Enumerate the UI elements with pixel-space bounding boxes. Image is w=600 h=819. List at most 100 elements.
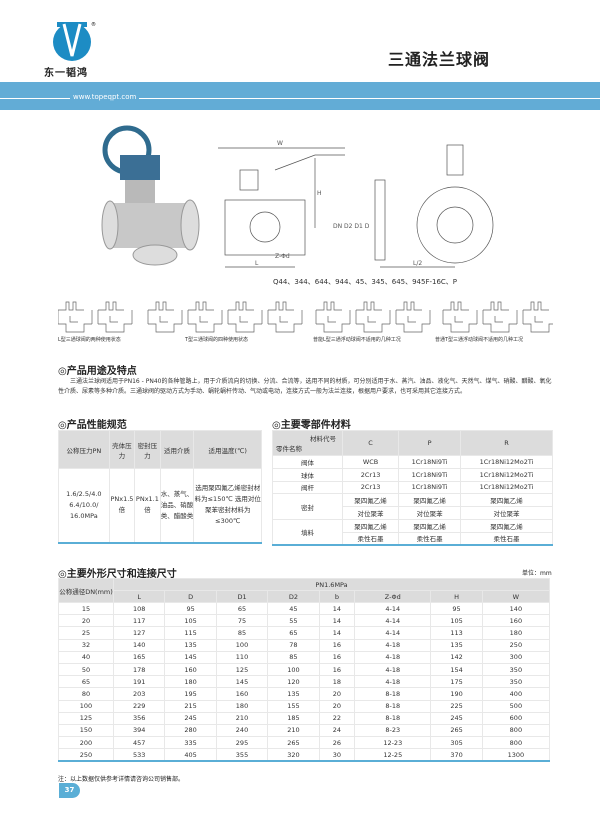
dimension-cell: 100 <box>267 662 320 677</box>
corner-bottom: 零件名称 <box>276 445 302 453</box>
svg-text:W: W <box>277 140 283 147</box>
valve-state-diagram <box>395 301 431 333</box>
dimension-cell: 12-23 <box>354 736 432 750</box>
dimension-cell: 1300 <box>481 748 551 762</box>
material-cell: 对位聚苯 <box>460 506 553 520</box>
valve-state-diagram <box>355 301 391 333</box>
dimension-cell: 14 <box>318 614 356 628</box>
footnote: 注：以上数据仅供参考详情请咨询公司销售部。 <box>58 776 185 783</box>
dimension-cell: 400 <box>481 687 551 701</box>
dimension-cell: 85 <box>267 650 320 664</box>
dimension-header: W <box>481 590 551 603</box>
table-row: 150 394 280 240 210 24 8-23 265 800 <box>58 723 551 738</box>
dimension-cell: 26 <box>318 736 356 750</box>
dimension-cell: 95 <box>164 601 217 616</box>
caption-l-unsuitable: 普能L型三通浮动球阀不适用的几种工况 <box>313 337 401 343</box>
material-cell: 聚四氟乙烯 <box>460 518 553 533</box>
dimension-cell: 135 <box>430 638 483 652</box>
dimension-cell: 8-23 <box>354 723 432 738</box>
dimension-header: D2 <box>267 590 320 603</box>
dimension-cell: 110 <box>215 650 269 664</box>
dimension-cell: 250 <box>58 748 114 762</box>
material-cell: 柔性石墨 <box>460 531 553 546</box>
dimension-cell: 154 <box>430 662 483 677</box>
valve-state-diagram <box>58 301 93 333</box>
valve-state-diagram <box>267 301 303 333</box>
dimension-cell: 78 <box>267 638 320 652</box>
dimension-cell: 105 <box>164 614 217 628</box>
dimension-cell: 370 <box>430 748 483 762</box>
dimension-cell: 65 <box>267 626 320 640</box>
svg-text:DN D2 D1 D: DN D2 D1 D <box>333 223 370 230</box>
dimension-cell: 600 <box>481 711 551 725</box>
materials-title: ◎主要零部件材料 <box>272 420 351 431</box>
valve-state-diagram <box>482 301 518 333</box>
usage-text: 三通法兰球阀适用于PN16 - PN40的各种管路上，用于介质流向的切换、分流、… <box>58 378 552 395</box>
dimension-cell: 457 <box>112 736 166 750</box>
dimension-cell: 65 <box>215 601 269 616</box>
dimension-cell: 245 <box>164 711 217 725</box>
dimension-cell: 125 <box>58 711 114 725</box>
dimension-cell: 20 <box>58 614 114 628</box>
flow-state-diagrams <box>58 301 553 333</box>
performance-header: 适用温度(℃) <box>193 430 262 469</box>
dimension-cell: 180 <box>164 675 217 689</box>
table-row: 100 229 215 180 155 20 8-18 225 500 <box>58 699 551 713</box>
table-row: 65 191 180 145 120 18 4-18 175 350 <box>58 675 551 689</box>
dimension-cell: 100 <box>215 638 269 652</box>
performance-header: 适用介质 <box>159 430 195 469</box>
svg-text:Z-Φd: Z-Φd <box>275 253 290 260</box>
performance-title: ◎产品性能规范 <box>58 420 127 431</box>
band-divider <box>0 98 600 99</box>
material-cell: 1Cr18Ni12Mo2Ti <box>460 455 553 469</box>
dimension-cell: 4-18 <box>354 638 432 652</box>
dimension-cell: 394 <box>112 723 166 738</box>
dimension-cell: 4-18 <box>354 675 432 689</box>
dimension-cell: 350 <box>481 675 551 689</box>
brand-logo: ® <box>53 21 96 61</box>
dimension-cell: 30 <box>318 748 356 762</box>
table-row: 阀杆 2Cr13 1Cr18Ni9Ti 1Cr18Ni12Mo2Ti <box>272 480 553 495</box>
performance-cell: 选用聚四氟乙烯密封材料为≤150℃ 选用对位聚苯密封材料为≤300℃ <box>193 468 262 543</box>
dimension-cell: 305 <box>430 736 483 750</box>
dimension-cell: 190 <box>430 687 483 701</box>
performance-cell: PNx1.1倍 <box>134 468 161 543</box>
dimension-cell: 140 <box>112 638 166 652</box>
part-name: 填料 <box>272 518 343 546</box>
table-row: 50 178 160 125 100 16 4-18 154 350 <box>58 662 551 677</box>
dimension-drawing: W H L Z-Φd DN D2 D1 D L/2 <box>218 140 494 268</box>
materials-table: 材料代号 零件名称 C P R 阀体 WCB 1Cr18Ni9Ti 1Cr18Ni12Mo2Ti… <box>272 430 553 547</box>
dimension-cell: 155 <box>267 699 320 713</box>
material-cell: 1Cr18Ni12Mo2Ti <box>460 480 553 495</box>
dimension-cell: 215 <box>164 699 217 713</box>
table-row: 40 165 145 110 85 16 4-18 142 300 <box>58 650 551 664</box>
dimension-cell: 335 <box>164 736 217 750</box>
dimension-cell: 145 <box>215 675 269 689</box>
dimension-cell: 240 <box>215 723 269 738</box>
dimension-cell: 160 <box>215 687 269 701</box>
performance-header: 公称压力PN <box>58 430 110 469</box>
dimension-cell: 16 <box>318 650 356 664</box>
dimension-cell: 8-18 <box>354 699 432 713</box>
table-row: 对位聚苯 对位聚苯 对位聚苯 <box>273 506 553 520</box>
dimension-cell: 178 <box>112 662 166 677</box>
caption-t-unsuitable: 普通T型三通浮动球阀不适用的几种工况 <box>435 337 524 343</box>
performance-cell: PNx1.5倍 <box>108 468 136 543</box>
valve-state-diagram <box>315 301 351 333</box>
dimension-cell: 160 <box>164 662 217 677</box>
dimension-cell: 405 <box>164 748 217 762</box>
dimension-cell: 245 <box>430 711 483 725</box>
valve-state-diagram <box>227 301 263 333</box>
material-cell: 柔性石墨 <box>398 531 462 546</box>
page-title: 三通法兰球阀 <box>388 50 491 69</box>
dimension-cell: 150 <box>58 723 114 738</box>
dimension-cell: 15 <box>58 601 114 616</box>
dimension-cell: 12-25 <box>354 748 432 762</box>
table-row: 250 533 405 355 320 30 12-25 370 1300 <box>58 748 551 762</box>
model-numbers: Q44、344、644、944、45、345、645、945F-16C、P <box>272 278 458 286</box>
dimension-cell: 55 <box>267 614 320 628</box>
table-row: 25 127 115 85 65 14 4-14 113 180 <box>58 626 551 640</box>
dimension-cell: 200 <box>58 736 114 750</box>
dimension-cell: 800 <box>481 723 551 738</box>
table-row: 阀体 WCB 1Cr18Ni9Ti 1Cr18Ni12Mo2Ti <box>272 455 553 469</box>
